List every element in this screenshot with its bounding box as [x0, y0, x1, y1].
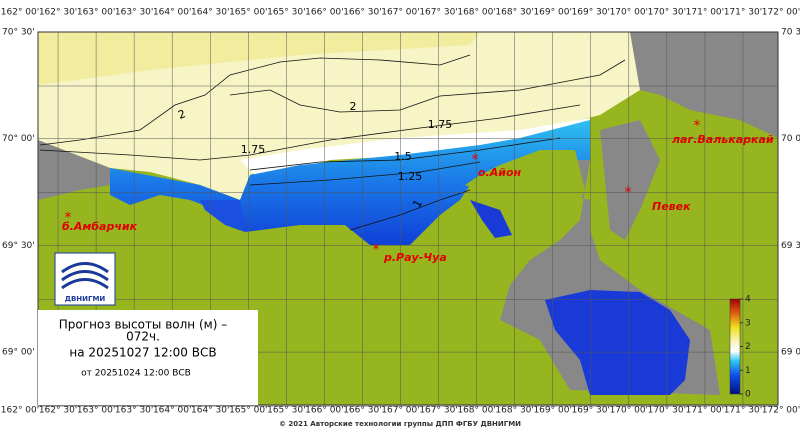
lon-label-bottom: 172° 00'	[762, 406, 800, 416]
contour-label: 1.5	[394, 150, 412, 163]
lon-label-bottom: 163° 30'	[115, 406, 153, 416]
lon-label-top: 170° 30'	[648, 8, 686, 18]
lon-label-bottom: 165° 30'	[267, 406, 305, 416]
colorbar-tick-label: 0	[745, 390, 751, 400]
lon-label-top: 166° 30'	[343, 8, 381, 18]
lat-label-left: 69° 30'	[2, 241, 35, 251]
lon-label-bottom: 170° 30'	[648, 406, 686, 416]
lon-label-bottom: 162° 00'	[1, 406, 39, 416]
place-name: р.Рау-Чуа	[383, 251, 447, 264]
lat-label-left: 69° 00'	[2, 348, 35, 358]
lon-label-bottom: 165° 00'	[229, 406, 267, 416]
lon-label-top: 171° 30'	[724, 8, 762, 18]
place-name: лаг.Валькаркай	[672, 133, 774, 146]
lon-label-top: 169° 30'	[572, 8, 610, 18]
colorbar	[729, 298, 741, 395]
lat-label-left: 70° 00'	[2, 134, 35, 144]
lon-label-bottom: 168° 00'	[457, 406, 495, 416]
legend-issued: от 20251024 12:00 ВСВ	[81, 369, 191, 379]
colorbar-tick-label: 3	[745, 318, 751, 328]
place-name: о.Айон	[478, 166, 522, 179]
lon-label-top: 163° 30'	[115, 8, 153, 18]
lat-label-left: 70° 30'	[2, 28, 35, 38]
lon-label-top: 162° 00'	[1, 8, 39, 18]
lon-label-top: 164° 30'	[191, 8, 229, 18]
colorbar-tick-label: 1	[745, 366, 751, 376]
legend-title: Прогноз высоты волн (м) –	[59, 318, 227, 332]
lon-label-top: 169° 00'	[533, 8, 571, 18]
place-marker: *	[694, 118, 701, 134]
contour-label: 1.25	[398, 170, 423, 183]
lon-label-bottom: 171° 30'	[724, 406, 762, 416]
lon-label-top: 170° 00'	[610, 8, 648, 18]
place-name: Певек	[652, 200, 691, 213]
lon-label-top: 172° 00'	[762, 8, 800, 18]
lat-label-right: 70 3	[781, 28, 800, 38]
lon-label-bottom: 170° 00'	[610, 406, 648, 416]
lon-label-top: 163° 00'	[77, 8, 115, 18]
place-name: б.Амбарчик	[62, 220, 138, 233]
lon-label-bottom: 169° 30'	[572, 406, 610, 416]
lat-label-right: 69 0	[781, 348, 800, 358]
contour-label: 2	[176, 107, 187, 122]
lon-label-bottom: 166° 30'	[343, 406, 381, 416]
legend-box: Прогноз высоты волн (м) – 072ч. на 20251…	[38, 310, 258, 405]
lon-label-bottom: 164° 30'	[191, 406, 229, 416]
place-marker: *	[625, 185, 632, 201]
lon-label-bottom: 162° 30'	[39, 406, 77, 416]
place-marker: *	[65, 210, 72, 226]
colorbar-tick-label: 4	[745, 295, 751, 305]
lon-label-top: 168° 30'	[495, 8, 533, 18]
lon-label-bottom: 167° 30'	[419, 406, 457, 416]
legend-valid: на 20251027 12:00 ВСВ	[69, 346, 216, 360]
contour-label: 1.75	[241, 143, 266, 156]
map-frame	[37, 31, 779, 406]
lon-label-bottom: 163° 00'	[77, 406, 115, 416]
lon-label-top: 171° 00'	[686, 8, 724, 18]
lat-label-right: 69 3	[781, 241, 800, 251]
lon-label-bottom: 166° 00'	[305, 406, 343, 416]
contour-label: 2	[350, 100, 357, 113]
lon-label-top: 167° 30'	[419, 8, 457, 18]
lon-label-top: 167° 00'	[381, 8, 419, 18]
place-marker: *	[472, 152, 479, 168]
lon-label-bottom: 167° 00'	[381, 406, 419, 416]
lon-label-bottom: 169° 00'	[533, 406, 571, 416]
lon-label-bottom: 171° 00'	[686, 406, 724, 416]
lon-label-top: 164° 00'	[153, 8, 191, 18]
place-marker: *	[373, 242, 380, 258]
lon-label-top: 166° 00'	[305, 8, 343, 18]
footer: © 2021 Авторские технологии группы ДПП Ф…	[279, 420, 521, 428]
colorbar-tick-label: 2	[745, 342, 751, 352]
lon-label-top: 165° 30'	[267, 8, 305, 18]
contour-label: 1.75	[428, 118, 453, 131]
logo-text: ДВНИГМИ	[65, 295, 106, 303]
legend-hours: 072ч.	[126, 330, 160, 344]
logo: ДВНИГМИ	[54, 252, 116, 306]
lon-label-top: 165° 00'	[229, 8, 267, 18]
lat-label-right: 70 0	[781, 134, 800, 144]
lon-label-top: 168° 00'	[457, 8, 495, 18]
lon-label-top: 162° 30'	[39, 8, 77, 18]
lon-label-bottom: 164° 00'	[153, 406, 191, 416]
lon-label-bottom: 168° 30'	[495, 406, 533, 416]
